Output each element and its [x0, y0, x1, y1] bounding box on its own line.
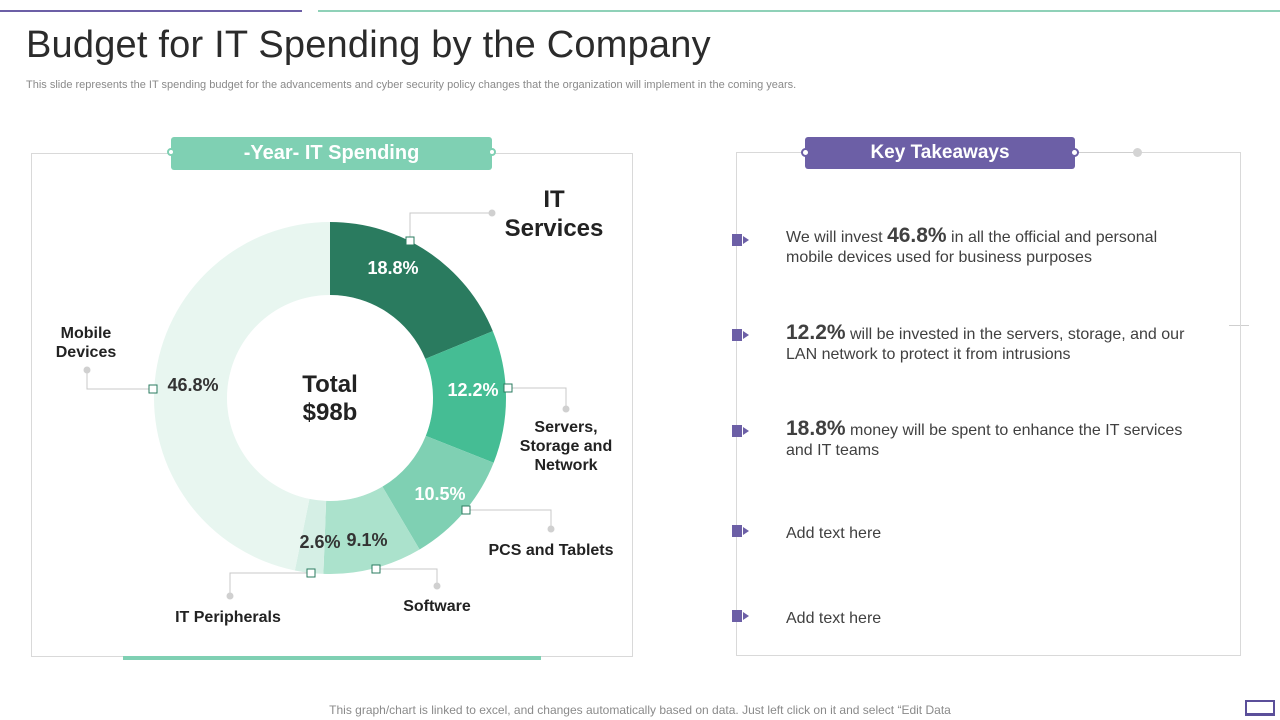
leader-line	[376, 568, 438, 586]
slice-value-label: 46.8%	[167, 375, 218, 395]
takeaway-prefix: We will invest	[786, 229, 888, 246]
takeaway-suffix: will be invested in the servers, storage…	[786, 326, 1185, 363]
leader-dot	[83, 366, 91, 374]
donut-slice-pcs-and-tablets[interactable]	[382, 435, 494, 550]
chart-center-total-label: Total	[302, 371, 358, 398]
arrow-bullet-icon	[732, 234, 750, 246]
takeaway-suffix: money will be spent to enhance the IT se…	[786, 422, 1183, 459]
top-accent-line-green	[318, 10, 1280, 12]
leader-dot	[547, 525, 555, 533]
leader-marker	[405, 236, 415, 246]
donut-slice-software[interactable]	[323, 486, 420, 574]
chart-center-total-value: $98b	[303, 399, 358, 426]
chart-panel-accent-bar	[123, 656, 541, 660]
arrow-bullet-icon	[732, 525, 750, 537]
takeaway-text[interactable]: Add text here	[786, 610, 882, 627]
arrow-bullet-icon	[732, 610, 750, 622]
takeaway-text: We will invest 46.8% in all the official…	[786, 224, 1186, 268]
leader-marker	[461, 505, 471, 515]
takeaways-header-dot	[1133, 148, 1142, 157]
leader-line	[409, 212, 492, 241]
category-label: IT Services	[505, 186, 604, 242]
chart-header: -Year- IT Spending	[167, 137, 496, 170]
takeaway-value: 18.8%	[786, 417, 846, 440]
category-label: Mobile Devices	[56, 325, 117, 361]
leader-marker	[503, 383, 513, 393]
leader-dot	[226, 592, 234, 600]
takeaway-text: 12.2% will be invested in the servers, s…	[786, 321, 1186, 365]
slice-value-label: 18.8%	[367, 258, 418, 278]
takeaways-header-line-right	[1075, 152, 1137, 153]
leader-dot	[433, 582, 441, 590]
category-label: Software	[403, 598, 471, 615]
donut-center	[229, 297, 431, 499]
page-subtitle: This slide represents the IT spending bu…	[26, 79, 797, 91]
category-label: IT Peripherals	[175, 609, 281, 626]
leader-line	[229, 572, 311, 596]
donut-slice-it-services[interactable]	[330, 222, 493, 359]
leader-line	[86, 370, 153, 390]
slice-value-label: 12.2%	[447, 380, 498, 400]
footer-note: This graph/chart is linked to excel, and…	[329, 703, 951, 717]
top-accent-line-purple	[0, 10, 302, 12]
takeaway-text: 18.8% money will be spent to enhance the…	[786, 417, 1186, 461]
category-label: Servers, Storage and Network	[520, 419, 612, 474]
takeaways-side-tick	[1229, 325, 1249, 326]
slice-value-label: 10.5%	[414, 484, 465, 504]
takeaway-value: 12.2%	[786, 321, 846, 344]
takeaways-side-line	[1240, 325, 1241, 656]
arrow-bullet-icon	[732, 425, 750, 437]
arrow-bullet-icon	[732, 329, 750, 341]
leader-dot	[488, 209, 496, 217]
leader-marker	[371, 564, 381, 574]
category-label: PCS and Tablets	[488, 542, 613, 559]
donut-slice-servers-storage-and-network[interactable]	[425, 331, 506, 463]
takeaway-text[interactable]: Add text here	[786, 525, 882, 542]
leader-marker	[306, 568, 316, 578]
leader-marker	[148, 384, 158, 394]
page-title: Budget for IT Spending by the Company	[26, 24, 711, 66]
takeaway-value: 46.8%	[887, 224, 947, 247]
leader-line	[466, 509, 552, 529]
takeaway-suffix: in all the official and personal mobile …	[786, 229, 1158, 266]
donut-slice-it-peripherals[interactable]	[294, 498, 327, 574]
takeaways-header: Key Takeaways	[801, 137, 1079, 169]
donut-slice-mobile-devices[interactable]	[154, 222, 330, 571]
takeaways-header-line-left	[736, 152, 806, 153]
monitor-icon	[1245, 700, 1275, 716]
slice-value-label: 9.1%	[346, 530, 387, 550]
leader-dot	[562, 405, 570, 413]
slice-value-label: 2.6%	[299, 532, 340, 552]
leader-line	[508, 387, 567, 409]
